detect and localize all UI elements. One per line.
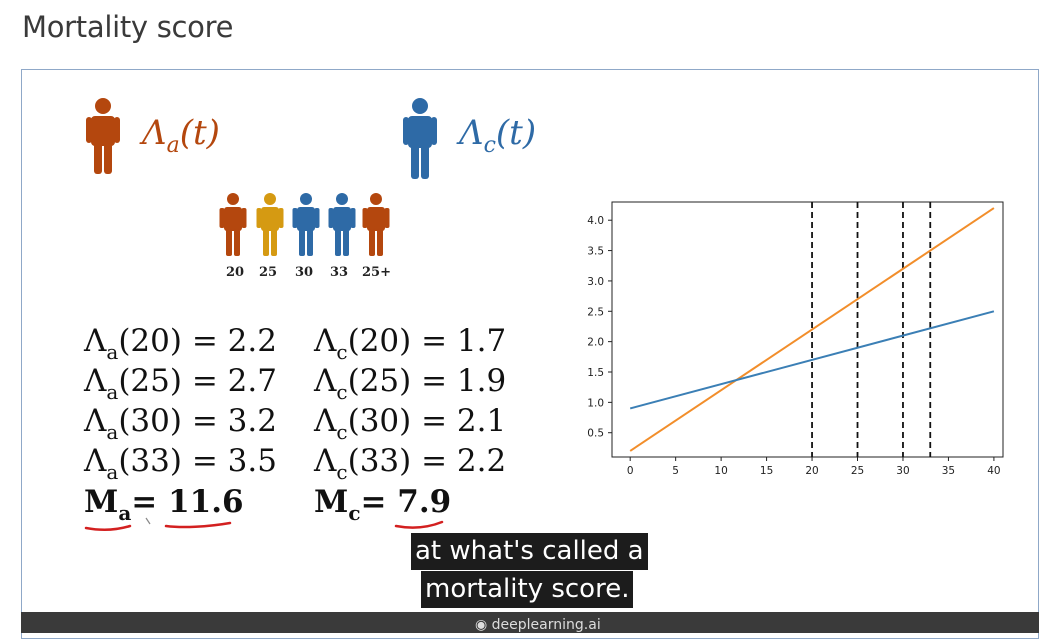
- x-tick-label: 15: [760, 465, 773, 477]
- patient-icon: [292, 193, 320, 256]
- y-tick-label: 2.0: [587, 337, 604, 349]
- mortality-score-c: Mc= 7.9: [314, 484, 452, 525]
- person-c-icon: [403, 98, 437, 179]
- y-tick-label: 1.5: [587, 367, 604, 379]
- y-tick-label: 4.0: [587, 215, 604, 227]
- y-tick-label: 0.5: [587, 428, 604, 440]
- equation-c-30: Λc(30) = 2.1: [314, 403, 507, 444]
- age-label: 33: [330, 265, 349, 280]
- patient-icon: [328, 193, 356, 256]
- equation-c-33: Λc(33) = 2.2: [314, 443, 507, 484]
- y-tick-label: 3.5: [587, 246, 604, 258]
- mortality-score-a: Ma= 11.6: [84, 484, 244, 525]
- footer-brand: ◉ deeplearning.ai: [475, 617, 601, 633]
- x-tick-label: 25: [851, 465, 864, 477]
- patient-icon: [256, 193, 284, 256]
- equation-a-25: Λa(25) = 2.7: [84, 363, 277, 404]
- equation-a-33: Λa(33) = 3.5: [84, 443, 277, 484]
- page-title: Mortality score: [22, 10, 234, 44]
- patient-icon: [362, 193, 390, 256]
- equation-a-20: Λa(20) = 2.2: [84, 323, 277, 364]
- age-label: 20: [226, 265, 245, 280]
- age-label: 25+: [362, 265, 391, 280]
- x-tick-label: 40: [987, 465, 1000, 477]
- video-footer-bar: [21, 612, 1039, 633]
- subtitle-line-2: mortality score.: [421, 571, 634, 608]
- series-line: [629, 207, 995, 452]
- y-tick-label: 1.0: [587, 397, 604, 409]
- y-tick-label: 3.0: [587, 276, 604, 288]
- y-tick-label: 2.5: [587, 306, 604, 318]
- x-tick-label: 10: [714, 465, 727, 477]
- x-tick-label: 0: [627, 465, 634, 477]
- x-tick-label: 30: [896, 465, 909, 477]
- age-label: 30: [295, 265, 314, 280]
- equation-c-25: Λc(25) = 1.9: [314, 363, 507, 404]
- series-line: [629, 310, 995, 410]
- subtitle-line-1: at what's called a: [411, 533, 648, 570]
- person-a-icon: [86, 98, 120, 174]
- x-tick-label: 5: [672, 465, 679, 477]
- plot-area: [611, 201, 1004, 458]
- patient-icon: [219, 193, 247, 256]
- brand-logo-icon: ◉: [475, 617, 488, 633]
- lambda-c-label: Λc(t): [459, 113, 537, 158]
- equation-a-30: Λa(30) = 3.2: [84, 403, 277, 444]
- x-tick-label: 20: [805, 465, 818, 477]
- pen-annotations: [84, 517, 444, 531]
- equation-c-20: Λc(20) = 1.7: [314, 323, 507, 364]
- age-label: 25: [259, 265, 278, 280]
- x-tick-label: 35: [942, 465, 955, 477]
- hazard-chart: 0 5 10 15 20 25 30 35 40 0.5 1.0 1.5 2.0 2.5 3.0 3.5 4.…: [587, 201, 1004, 477]
- lambda-a-label: Λa(t): [142, 113, 220, 158]
